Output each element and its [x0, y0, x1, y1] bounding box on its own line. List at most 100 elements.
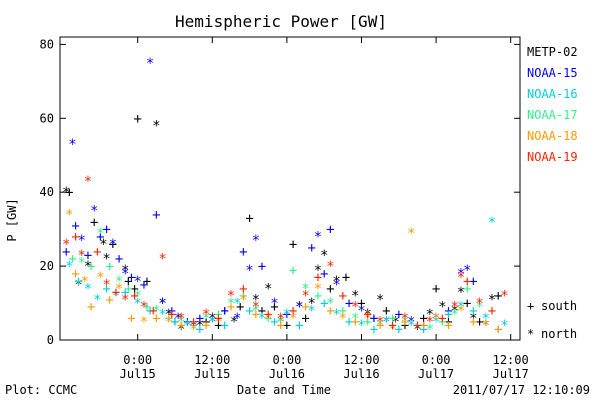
data-point: * — [158, 252, 166, 268]
data-point: * — [451, 307, 459, 323]
plot-frame — [59, 36, 521, 341]
data-point: * — [177, 311, 185, 327]
data-point: * — [308, 303, 316, 319]
data-point: * — [357, 303, 365, 319]
data-point: + — [121, 285, 129, 301]
data-point: * — [165, 307, 173, 323]
data-point: * — [233, 311, 241, 327]
data-point: + — [276, 318, 284, 334]
data-point: + — [438, 311, 446, 327]
data-point: + — [214, 311, 222, 327]
data-point: * — [252, 300, 260, 316]
data-point: * — [314, 230, 322, 246]
data-point: + — [444, 307, 452, 323]
data-point: + — [444, 315, 452, 331]
data-point: + — [357, 296, 365, 312]
data-point: + — [196, 311, 204, 327]
data-point: * — [332, 274, 340, 290]
data-point: + — [438, 315, 446, 331]
x-tick-date-label: Jul15 — [120, 367, 156, 381]
data-point: + — [152, 207, 160, 223]
data-point: + — [444, 318, 452, 334]
data-point: * — [332, 307, 340, 323]
data-point: * — [326, 296, 334, 312]
data-point: * — [93, 292, 101, 308]
data-point: + — [177, 318, 185, 334]
data-point: * — [314, 281, 322, 297]
data-point: + — [283, 318, 291, 334]
data-point: + — [152, 311, 160, 327]
data-point: + — [93, 244, 101, 260]
plot-credit: Plot: CCMC — [5, 383, 77, 397]
data-point: * — [252, 292, 260, 308]
data-point: * — [140, 315, 148, 331]
data-point: * — [426, 322, 434, 338]
data-point: * — [276, 315, 284, 331]
data-point: + — [395, 307, 403, 323]
y-axis-label: P [GW] — [5, 198, 19, 241]
data-point: + — [419, 318, 427, 334]
data-point: + — [143, 274, 151, 290]
data-point: * — [363, 311, 371, 327]
x-axis-label: Date and Time — [237, 383, 331, 397]
data-point: * — [482, 318, 490, 334]
data-point: * — [196, 318, 204, 334]
legend-entry: NOAA-15 — [527, 66, 578, 80]
data-point: * — [475, 300, 483, 316]
data-point: * — [407, 318, 415, 334]
x-tick-date-label: Jul15 — [194, 367, 230, 381]
data-point: + — [127, 311, 135, 327]
data-point: * — [488, 215, 496, 231]
x-tick-time-label: 12:00 — [194, 353, 230, 367]
data-point: + — [320, 266, 328, 282]
y-tick-label: 80 — [40, 37, 54, 51]
data-point: * — [78, 233, 86, 249]
data-point: * — [314, 263, 322, 279]
legend: METP-02 NOAA-15 NOAA-16 NOAA-17 NOAA-18 NOAA-… — [527, 45, 578, 164]
data-point: * — [351, 311, 359, 327]
data-point: * — [202, 311, 210, 327]
data-point: * — [252, 303, 260, 319]
data-point: * — [388, 322, 396, 338]
data-point: * — [308, 296, 316, 312]
data-point: + — [444, 303, 452, 319]
data-point: + — [432, 281, 440, 297]
data-point: + — [236, 300, 244, 316]
marker-legend-symbol: * — [527, 327, 534, 341]
data-point: * — [121, 263, 129, 279]
data-point: * — [96, 270, 104, 286]
data-point: * — [457, 285, 465, 301]
data-point: * — [295, 300, 303, 316]
data-point: * — [233, 296, 241, 312]
data-point: + — [202, 315, 210, 331]
data-point: + — [202, 318, 210, 334]
data-point: * — [401, 315, 409, 331]
data-point: + — [363, 307, 371, 323]
data-point: + — [196, 322, 204, 338]
data-point: + — [65, 185, 73, 201]
data-point: + — [413, 318, 421, 334]
data-point: * — [133, 274, 141, 290]
data-point: + — [221, 303, 229, 319]
data-point: * — [227, 289, 235, 305]
data-point: * — [208, 315, 216, 331]
data-point: + — [388, 311, 396, 327]
data-point: * — [432, 311, 440, 327]
data-point: * — [407, 226, 415, 242]
data-point: * — [146, 56, 154, 72]
data-point: + — [463, 274, 471, 290]
data-point: + — [301, 300, 309, 316]
data-point: + — [146, 303, 154, 319]
data-point: + — [214, 307, 222, 323]
data-point: * — [102, 278, 110, 294]
data-point: * — [102, 252, 110, 268]
data-point: * — [202, 307, 210, 323]
data-point: + — [183, 315, 191, 331]
data-point: * — [65, 259, 73, 275]
data-point: * — [332, 278, 340, 294]
data-point: * — [230, 315, 238, 331]
x-tick-time-label: 0:00 — [272, 353, 301, 367]
data-point: + — [168, 307, 176, 323]
data-point: * — [62, 237, 70, 253]
